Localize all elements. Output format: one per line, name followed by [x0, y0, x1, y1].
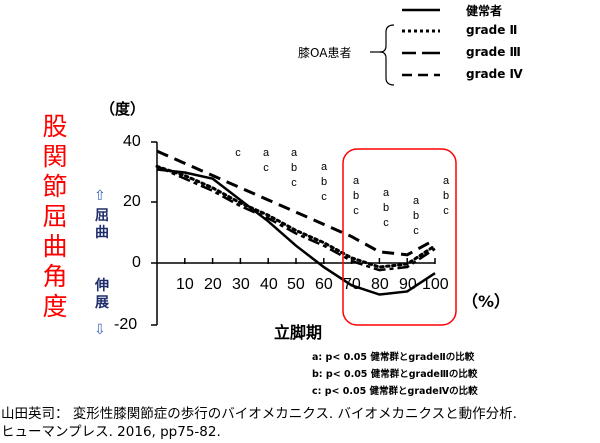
x-tick-label: 80: [371, 276, 389, 293]
down-arrow-icon: ⇩: [94, 322, 106, 338]
sig-marker-60: a b c: [320, 161, 328, 203]
x-tick-label: 40: [260, 276, 278, 293]
y-tick-label: 40: [123, 133, 141, 150]
y-title-char: 節: [42, 172, 68, 201]
series-healthy-line: [156, 168, 436, 296]
sig-marker-90: a b c: [412, 195, 420, 237]
flexion-char: 屈: [95, 208, 109, 224]
sig-marker-80: a b c: [382, 187, 390, 229]
legend-label-grade2: grade Ⅱ: [466, 23, 518, 37]
extension-char: 展: [95, 295, 109, 311]
series-grade4-line: [156, 149, 436, 257]
y-axis-title: 股 関 節 屈 曲 角 度: [40, 112, 70, 322]
y-title-char: 股: [42, 112, 68, 141]
y-axis-unit: （度）: [100, 100, 146, 118]
x-tick-label: 20: [204, 276, 222, 293]
x-tick-label: 50: [287, 276, 305, 293]
legend-brace: [379, 24, 395, 86]
up-arrow-icon: ⇧: [94, 188, 106, 204]
series-grade2-line: [155, 164, 437, 269]
sig-marker-50: a b c: [290, 147, 298, 189]
significance-note-a: a: p< 0.05 健常群とgradeⅡの比較: [312, 352, 475, 363]
sig-marker-40: a c: [262, 147, 270, 174]
citation-line-1: 山田英司： 変形性膝関節症の歩行のバイオメカニクス. バイオメカニクスと動作分析…: [1, 406, 517, 422]
x-tick-label: 90: [399, 276, 417, 293]
y-title-char: 曲: [42, 232, 68, 261]
significance-note-c: c: p< 0.05 健常群とgradeⅣの比較: [312, 386, 478, 397]
x-axis-title: 立脚期: [274, 323, 323, 342]
y-tick-label: 0: [132, 254, 141, 271]
citation-line-2: ヒューマンプレス. 2016, pp75-82.: [1, 424, 221, 440]
x-tick-label: 60: [315, 276, 333, 293]
extension-label: 伸 展: [94, 278, 110, 312]
y-title-char: 関: [42, 142, 68, 171]
x-tick-label: 10: [176, 276, 194, 293]
y-tick-label: -20: [114, 316, 138, 333]
sig-marker-30: c: [235, 147, 241, 159]
extension-char: 伸: [95, 278, 109, 294]
x-tick-label: 100: [422, 276, 449, 293]
x-tick-label: 70: [343, 276, 361, 293]
x-tick-label: 30: [232, 276, 250, 293]
legend-label-healthy: 健常者: [466, 4, 503, 18]
sig-marker-70: a b c: [352, 175, 360, 217]
flexion-char: 曲: [95, 225, 109, 241]
legend-label-grade4: grade Ⅳ: [466, 67, 523, 81]
y-title-char: 度: [42, 292, 68, 321]
y-title-char: 屈: [42, 202, 68, 231]
legend-group-label: 膝OA患者: [298, 46, 352, 60]
highlight-region: [342, 148, 457, 326]
x-axis-unit: （%）: [462, 292, 511, 311]
flexion-label: 屈 曲: [94, 208, 110, 242]
series-grade3-line: [156, 165, 436, 272]
y-tick-label: 20: [123, 193, 141, 210]
sig-marker-100: a b c: [442, 175, 450, 217]
significance-note-b: b: p< 0.05 健常群とgradeⅢの比較: [312, 369, 478, 380]
y-title-char: 角: [42, 262, 68, 291]
legend-label-grade3: grade Ⅲ: [466, 45, 521, 59]
